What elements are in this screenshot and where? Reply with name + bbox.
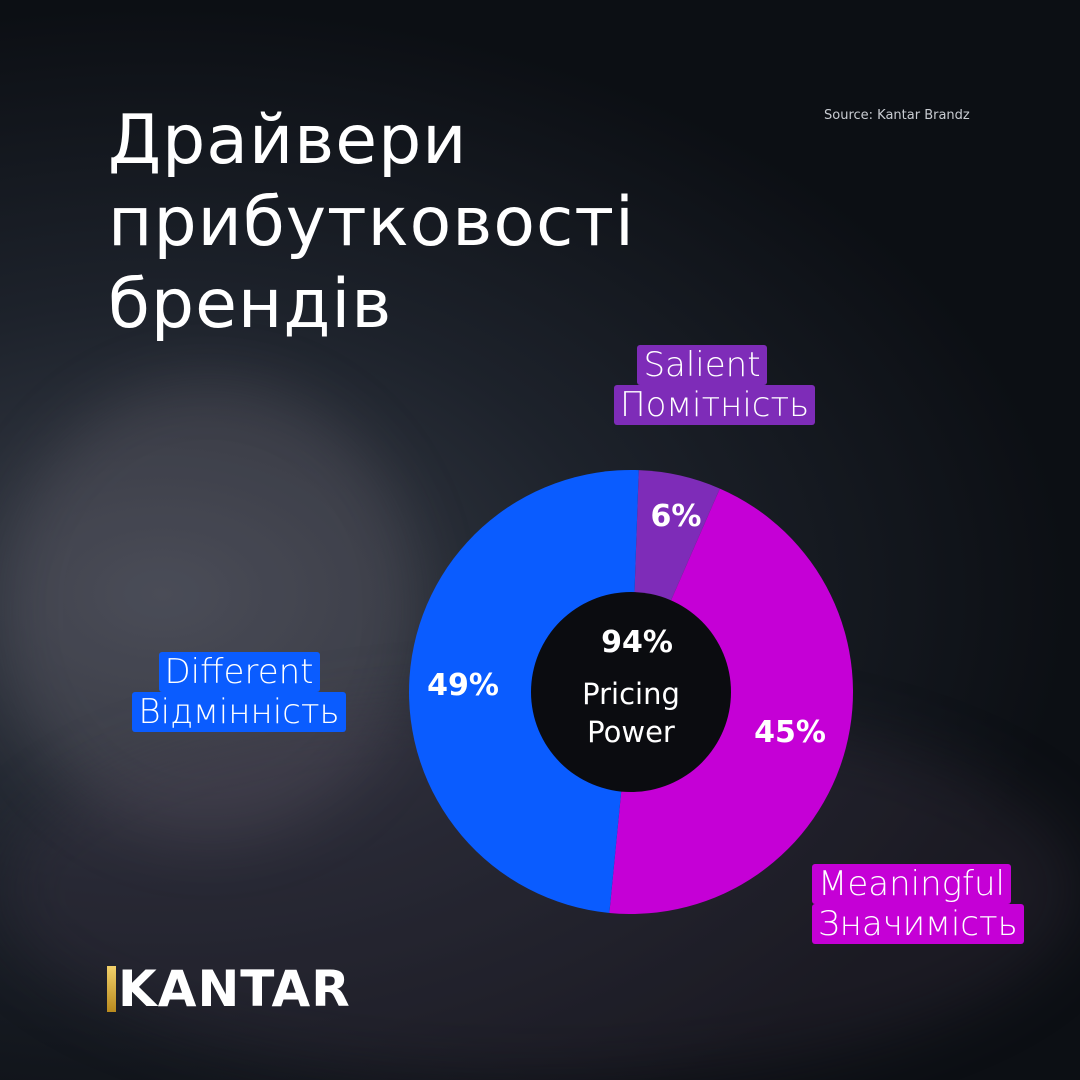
legend-en: Salient	[637, 345, 767, 385]
page-title: Драйвери прибутковості брендів	[108, 100, 635, 346]
title-line: Драйвери	[108, 101, 468, 180]
source-note: Source: Kantar Brandz	[824, 108, 970, 123]
title-line: прибутковості	[108, 183, 635, 262]
slice-label-salient: 6%	[651, 499, 702, 534]
slice-different	[408, 469, 639, 913]
center-label: Power	[587, 715, 675, 749]
legend-uk: Помітність	[614, 385, 816, 425]
legend-en: Different	[158, 652, 320, 692]
background-photo	[0, 380, 420, 840]
legend-salient: Salient Помітність	[614, 345, 816, 425]
title-line: брендів	[108, 265, 393, 344]
kantar-logo: KANTAR	[107, 960, 351, 1018]
donut-hole	[531, 592, 731, 792]
slice-label-different: 49%	[427, 668, 499, 703]
slice-label-meaningful: 45%	[754, 715, 826, 750]
slice-meaningful	[609, 488, 854, 915]
legend-different: Different Відмінність	[108, 652, 370, 732]
legend-en: Meaningful	[812, 864, 1011, 904]
legend-uk: Значимість	[812, 904, 1024, 944]
legend-uk: Відмінність	[132, 692, 346, 732]
center-value: 94%	[601, 625, 673, 660]
center-label: Pricing	[582, 677, 680, 711]
legend-meaningful: Meaningful Значимість	[812, 864, 1024, 944]
